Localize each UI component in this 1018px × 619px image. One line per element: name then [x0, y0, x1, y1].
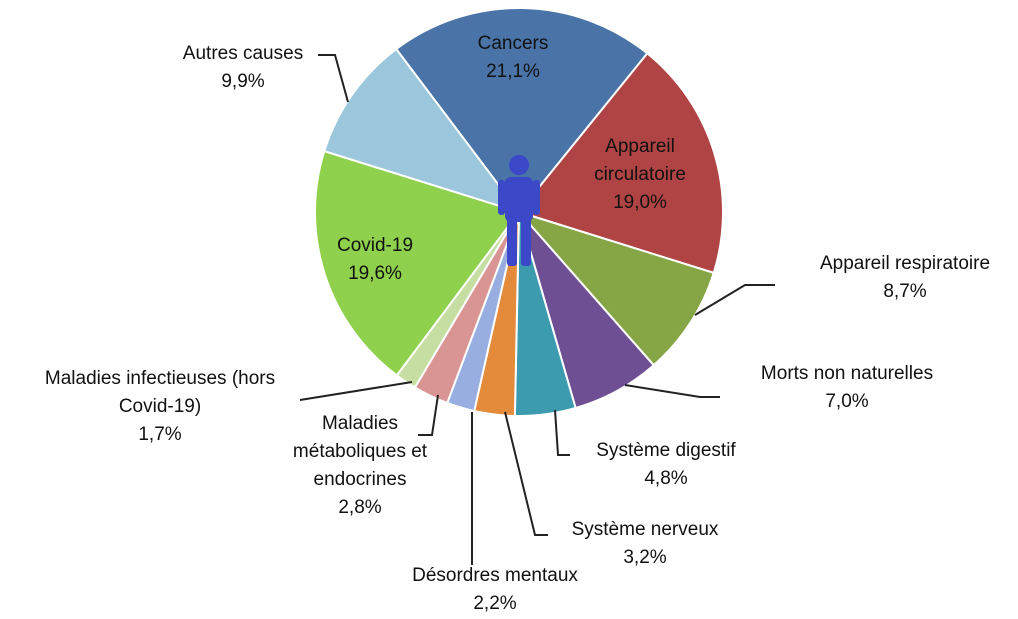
- slice-value: 3,2%: [623, 547, 667, 568]
- slice-value: 8,7%: [883, 281, 927, 302]
- slice-label: Morts non naturelles 7,0%: [717, 360, 977, 416]
- slice-name: Autres causes: [182, 43, 304, 64]
- slice-label: Appareil circulatoire 19,0%: [580, 133, 700, 217]
- slice-name: Covid-19: [336, 235, 414, 256]
- slice-value: 1,7%: [138, 424, 182, 445]
- slice-value: 2,8%: [338, 497, 382, 518]
- leader-line: [418, 394, 439, 436]
- slice-name: Appareil respiratoire: [819, 253, 991, 274]
- pie-slice: [314, 149, 521, 377]
- leader-line: [694, 284, 775, 316]
- slice-value: 19,6%: [348, 263, 402, 284]
- slice-name: Cancers: [477, 33, 549, 54]
- pie-slice: [517, 51, 724, 275]
- slice-value: 4,8%: [644, 468, 688, 489]
- slice-name: Maladies métaboliques et endocrines: [292, 413, 428, 490]
- leader-line: [299, 381, 413, 401]
- slice-name: Appareil circulatoire: [594, 136, 686, 185]
- slice-name: Système nerveux: [571, 519, 719, 540]
- slice-label: Désordres mentaux 2,2%: [365, 562, 625, 618]
- leader-line: [624, 384, 720, 398]
- slice-label: Autres causes 9,9%: [153, 40, 333, 96]
- pie-slice: [515, 209, 715, 367]
- slice-label: Maladies infectieuses (hors Covid-19) 1,7…: [20, 365, 300, 449]
- slice-label: Maladies métaboliques et endocrines 2,8%: [275, 410, 445, 522]
- slice-name: Maladies infectieuses (hors Covid-19): [44, 368, 276, 417]
- slice-name: Morts non naturelles: [760, 363, 934, 384]
- slice-label: Système nerveux 3,2%: [545, 516, 745, 572]
- slice-value: 2,2%: [473, 593, 517, 614]
- slice-value: 7,0%: [825, 391, 869, 412]
- leader-line: [554, 409, 570, 456]
- person-icon: [498, 155, 540, 266]
- slice-label: Système digestif 4,8%: [566, 437, 766, 493]
- slice-label: Cancers 21,1%: [448, 30, 578, 86]
- slice-label: Covid-19 19,6%: [315, 232, 435, 288]
- pie-slice: [394, 7, 649, 214]
- slice-label: Appareil respiratoire 8,7%: [775, 250, 1018, 306]
- leader-line: [504, 411, 548, 536]
- slice-name: Désordres mentaux: [412, 565, 578, 586]
- slice-value: 21,1%: [486, 61, 540, 82]
- pie-slice: [323, 47, 522, 214]
- slice-name: Système digestif: [596, 440, 736, 461]
- slice-value: 19,0%: [613, 192, 667, 213]
- leader-line: [318, 54, 349, 103]
- slice-value: 9,9%: [221, 71, 265, 92]
